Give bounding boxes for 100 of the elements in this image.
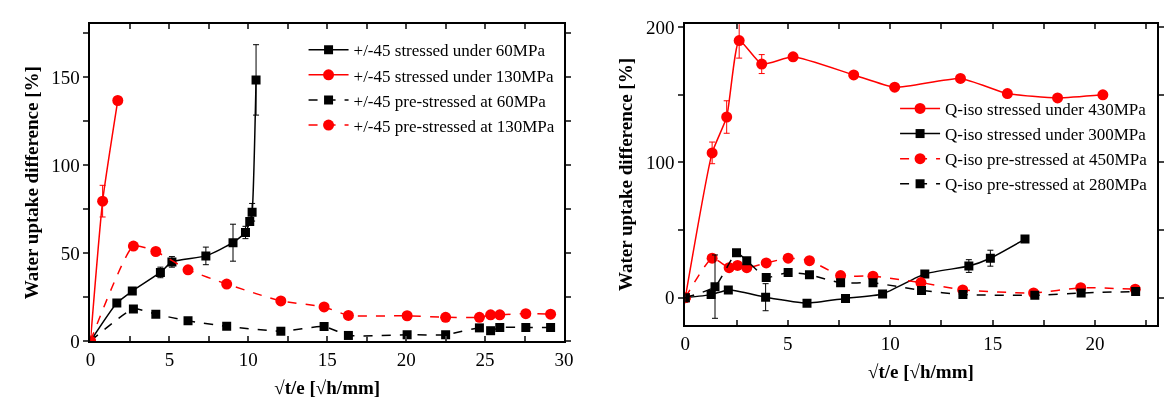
point <box>183 316 193 326</box>
point <box>201 251 211 261</box>
point <box>721 111 733 123</box>
point <box>917 285 927 295</box>
point <box>521 323 531 333</box>
point <box>545 308 557 320</box>
point <box>723 285 733 295</box>
point <box>1001 88 1013 100</box>
point <box>228 238 238 248</box>
point <box>868 278 878 288</box>
y-tick-label: 50 <box>60 242 80 264</box>
point <box>782 252 794 264</box>
point <box>803 255 815 267</box>
legend-label: Q-iso stressed under 430MPa <box>945 100 1147 120</box>
x-tick-label: 30 <box>554 348 574 370</box>
y-tick-label: 200 <box>645 16 675 38</box>
y-tick-label: 150 <box>51 66 80 88</box>
y-axis-title: Water uptake difference [%] <box>615 58 637 292</box>
point <box>761 292 771 302</box>
y-tick-label: 0 <box>664 287 675 309</box>
point <box>520 308 532 320</box>
x-tick-label: 15 <box>317 348 337 370</box>
point <box>275 295 287 307</box>
point <box>760 257 772 269</box>
point <box>319 321 329 331</box>
x-tick-label: 10 <box>238 348 258 370</box>
point <box>732 248 742 258</box>
point <box>441 330 451 340</box>
point <box>485 309 497 321</box>
point <box>494 309 506 321</box>
point <box>732 259 744 271</box>
point <box>401 310 413 322</box>
point <box>546 323 556 333</box>
point <box>318 301 330 313</box>
x-tick-label: 25 <box>475 348 495 370</box>
point <box>733 35 745 47</box>
x-axis-title: √t/e [√h/mm] <box>868 360 974 382</box>
point <box>342 309 354 321</box>
point <box>97 195 109 207</box>
legend-label: +/-45 pre-stressed at 130MPa <box>353 116 555 136</box>
point <box>787 51 799 63</box>
point <box>1052 92 1064 104</box>
point <box>182 264 194 276</box>
point <box>127 240 139 252</box>
x-tick-label: 15 <box>983 332 1003 354</box>
legend-label: Q-iso pre-stressed at 450MPa <box>945 150 1148 170</box>
point <box>221 278 233 290</box>
point <box>112 94 124 106</box>
x-tick-label: 20 <box>396 348 416 370</box>
x-tick-label: 20 <box>1085 332 1105 354</box>
point <box>742 256 752 266</box>
point <box>247 207 257 217</box>
y-tick-label: 100 <box>51 154 80 176</box>
point <box>889 81 901 93</box>
legend-label: +/-45 stressed under 60MPa <box>353 41 546 61</box>
point <box>761 272 771 282</box>
point <box>112 298 122 308</box>
point <box>440 311 452 323</box>
point <box>958 290 968 300</box>
point <box>804 270 814 280</box>
y-tick-label: 100 <box>645 152 675 174</box>
point <box>954 72 966 84</box>
point <box>1131 287 1141 297</box>
point <box>473 311 485 323</box>
point <box>127 286 137 296</box>
point <box>802 298 812 308</box>
legend-label: Q-iso stressed under 300MPa <box>945 125 1147 145</box>
x-axis-title: √t/e [√h/mm] <box>274 377 381 399</box>
point <box>343 330 353 340</box>
legend-label: +/-45 stressed under 130MPa <box>353 66 554 86</box>
point <box>1076 288 1086 298</box>
point <box>151 309 161 319</box>
point <box>710 282 720 292</box>
point <box>1020 234 1030 244</box>
x-tick-label: 0 <box>680 332 691 354</box>
point <box>486 326 496 336</box>
x-tick-label: 5 <box>782 332 793 354</box>
x-tick-label: 0 <box>85 348 96 370</box>
y-axis-title: Water uptake difference [%] <box>20 66 42 300</box>
x-tick-label: 10 <box>880 332 900 354</box>
point <box>920 269 930 279</box>
point <box>985 253 995 263</box>
point <box>841 293 851 303</box>
point <box>150 246 162 257</box>
point <box>474 323 484 333</box>
point <box>251 75 261 85</box>
legend-label: +/-45 pre-stressed at 60MPa <box>353 91 547 111</box>
point <box>1097 89 1109 101</box>
point <box>783 267 793 277</box>
point <box>836 278 846 288</box>
point <box>495 323 505 333</box>
point <box>706 147 718 159</box>
point <box>402 330 412 340</box>
point <box>128 304 138 314</box>
point <box>245 216 255 226</box>
point <box>878 289 888 299</box>
point <box>756 58 768 70</box>
point <box>848 69 860 81</box>
point <box>222 321 232 331</box>
point <box>276 326 286 336</box>
